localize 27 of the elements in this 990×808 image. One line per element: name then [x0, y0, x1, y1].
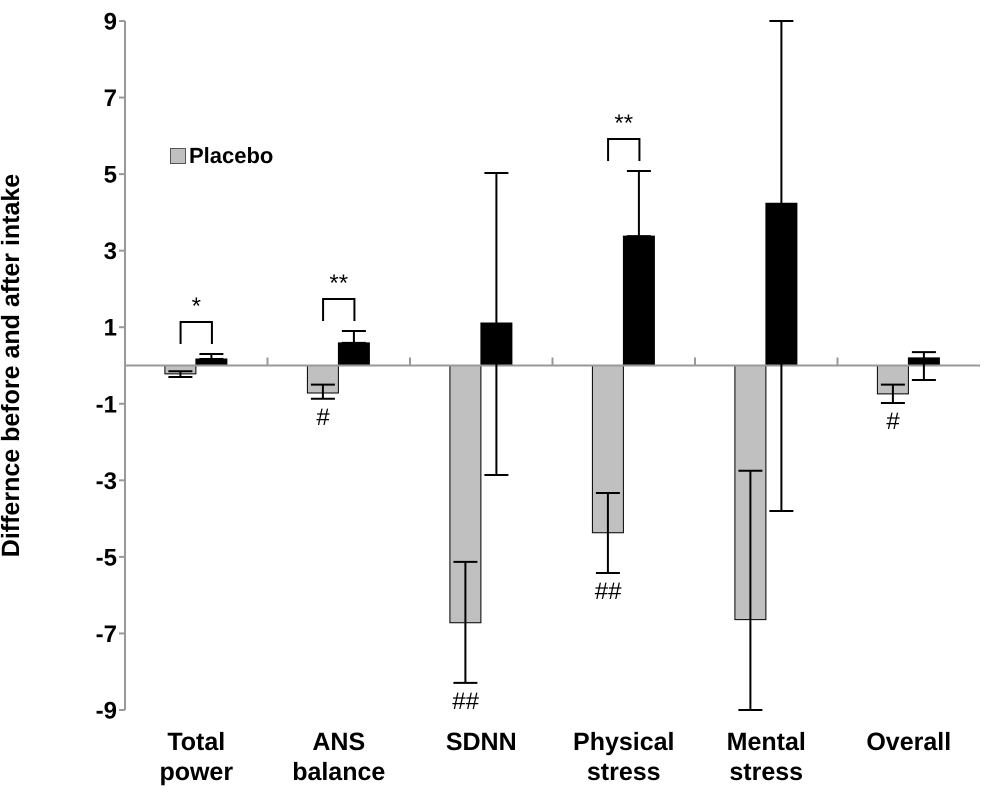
- x-tick-label: Total power: [159, 728, 234, 786]
- x-tick-label: Mental stress: [726, 728, 806, 786]
- y-tick-label: 3: [104, 238, 117, 266]
- bar: [622, 236, 655, 366]
- y-tick-label: 9: [104, 8, 117, 36]
- y-tick-label: -1: [96, 391, 117, 418]
- y-tick-label: -5: [96, 544, 117, 572]
- x-tick-label: ANS balance: [292, 728, 386, 786]
- x-tick-label: Overall: [866, 728, 952, 756]
- annotation: ##: [452, 688, 480, 715]
- bar: [306, 365, 339, 394]
- annotation: **: [614, 110, 634, 138]
- y-tick-label: 1: [104, 314, 117, 342]
- x-tick-label: SDNN: [446, 728, 517, 756]
- y-tick-label: -3: [96, 468, 117, 495]
- y-tick-label: -9: [96, 698, 117, 725]
- legend-label: Placebo: [189, 143, 274, 169]
- annotation: ##: [594, 578, 622, 605]
- annotation: #: [886, 408, 900, 436]
- y-axis-title: Differnce before and after intake: [0, 174, 25, 558]
- y-tick-label: 7: [104, 85, 117, 112]
- annotation: #: [316, 404, 330, 431]
- annotation: **: [329, 270, 348, 298]
- annotation: *: [192, 293, 201, 320]
- x-tick-label: Physical stress: [573, 728, 674, 786]
- y-tick-label: 5: [104, 162, 117, 189]
- y-tick-label: -7: [96, 620, 117, 648]
